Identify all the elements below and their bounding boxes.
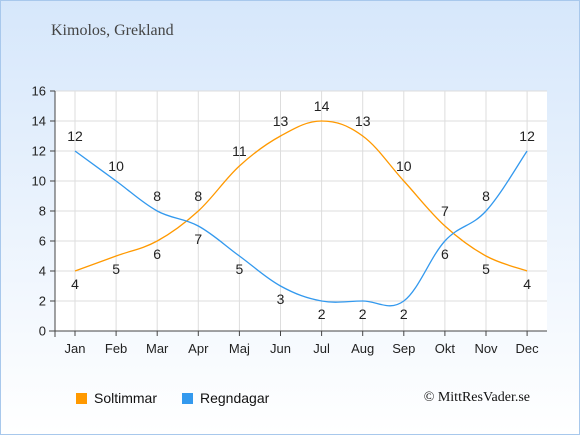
legend-item-rain: Regndagar bbox=[182, 390, 269, 406]
y-tick-label: 10 bbox=[32, 174, 46, 189]
data-label-soltimmar: 8 bbox=[194, 188, 202, 204]
legend-label-rain: Regndagar bbox=[200, 390, 270, 406]
series-line-soltimmar bbox=[74, 120, 528, 272]
legend-label-sun: Soltimmar bbox=[94, 390, 158, 406]
data-label-regndagar: 3 bbox=[277, 291, 285, 307]
data-label-soltimmar: 4 bbox=[523, 276, 531, 292]
y-tick-label: 4 bbox=[39, 264, 46, 279]
y-tick-label: 6 bbox=[39, 234, 46, 249]
data-label-regndagar: 2 bbox=[359, 306, 367, 322]
x-tick-label: Dec bbox=[516, 341, 540, 356]
x-tick-label: Jun bbox=[270, 341, 291, 356]
y-tick-label: 2 bbox=[39, 294, 46, 309]
data-label-soltimmar: 5 bbox=[112, 261, 120, 277]
data-label-regndagar: 12 bbox=[67, 128, 83, 144]
data-label-soltimmar: 13 bbox=[355, 113, 371, 129]
data-label-regndagar: 12 bbox=[519, 128, 535, 144]
x-tick-label: Maj bbox=[229, 341, 250, 356]
data-label-regndagar: 6 bbox=[441, 246, 449, 262]
legend-swatch-sun bbox=[76, 392, 87, 404]
x-tick-label: Mar bbox=[146, 341, 169, 356]
data-label-soltimmar: 10 bbox=[396, 158, 412, 174]
legend-swatch-rain bbox=[182, 392, 193, 404]
y-tick-label: 14 bbox=[32, 114, 46, 129]
credit-text: © MittResVader.se bbox=[423, 390, 530, 405]
x-tick-label: Nov bbox=[474, 341, 498, 356]
y-tick-label: 16 bbox=[32, 84, 46, 99]
x-tick-label: Apr bbox=[188, 341, 209, 356]
x-tick-label: Okt bbox=[435, 341, 456, 356]
x-tick-label: Jan bbox=[65, 341, 86, 356]
data-label-regndagar: 7 bbox=[194, 231, 202, 247]
x-tick-label: Aug bbox=[351, 341, 374, 356]
data-label-soltimmar: 6 bbox=[153, 246, 161, 262]
data-label-regndagar: 2 bbox=[318, 306, 326, 322]
data-label-regndagar: 5 bbox=[236, 261, 244, 277]
data-label-regndagar: 8 bbox=[153, 188, 161, 204]
data-label-soltimmar: 5 bbox=[482, 261, 490, 277]
data-label-regndagar: 8 bbox=[482, 188, 490, 204]
data-label-regndagar: 10 bbox=[108, 158, 124, 174]
series-line-regndagar bbox=[74, 150, 528, 307]
data-label-soltimmar: 14 bbox=[314, 98, 330, 114]
y-tick-label: 12 bbox=[32, 144, 46, 159]
data-label-soltimmar: 4 bbox=[71, 276, 79, 292]
y-tick-label: 0 bbox=[39, 324, 46, 339]
x-tick-label: Sep bbox=[392, 341, 415, 356]
y-tick-label: 8 bbox=[39, 204, 46, 219]
chart-location-title: Kimolos, Grekland bbox=[51, 22, 174, 39]
data-label-soltimmar: 13 bbox=[273, 113, 289, 129]
data-label-regndagar: 2 bbox=[400, 306, 408, 322]
x-tick-label: Jul bbox=[313, 341, 330, 356]
legend-item-sun: Soltimmar bbox=[76, 390, 157, 406]
data-label-soltimmar: 11 bbox=[232, 143, 247, 159]
data-label-soltimmar: 7 bbox=[441, 203, 449, 219]
x-tick-label: Feb bbox=[105, 341, 127, 356]
